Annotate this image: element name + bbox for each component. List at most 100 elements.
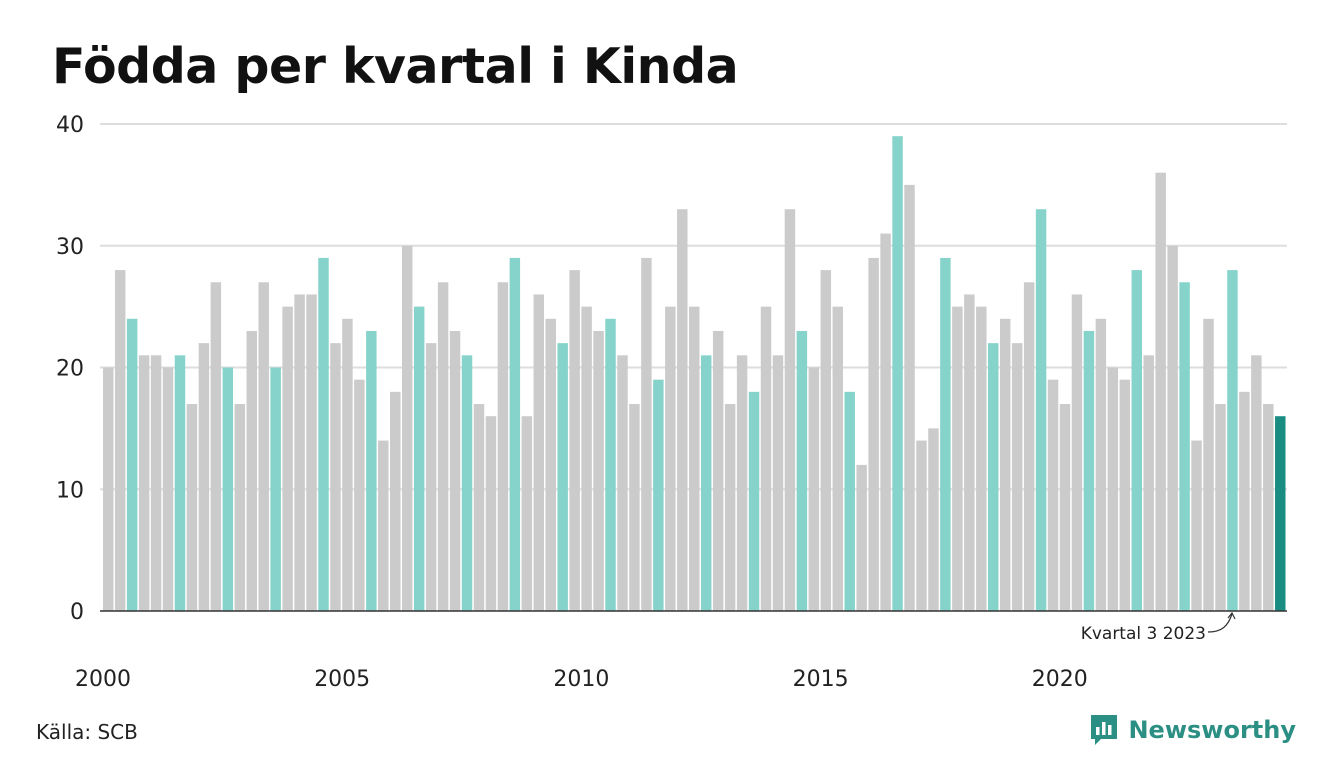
chart-title: Födda per kvartal i Kinda xyxy=(52,38,739,95)
bar xyxy=(760,306,772,612)
bar xyxy=(581,306,592,612)
bar xyxy=(306,294,317,611)
bar xyxy=(1227,270,1238,611)
bar xyxy=(868,257,879,611)
x-tick-label: 2020 xyxy=(1032,667,1088,692)
bar xyxy=(952,306,963,612)
bar xyxy=(1083,330,1095,611)
bar xyxy=(509,257,521,611)
bar xyxy=(425,343,437,611)
bar xyxy=(1179,282,1190,611)
bar xyxy=(114,270,126,611)
newsworthy-logo-icon xyxy=(1091,715,1118,745)
bar xyxy=(1203,318,1214,611)
bar xyxy=(497,282,509,611)
bar xyxy=(521,416,533,611)
bar xyxy=(1131,270,1142,611)
x-tick-label: 2010 xyxy=(553,667,609,692)
bar xyxy=(856,464,867,611)
annotation-arrow xyxy=(1207,613,1233,633)
bar xyxy=(605,318,616,611)
bar xyxy=(1143,355,1154,611)
annotation-label: Kvartal 3 2023 xyxy=(1081,624,1206,644)
bar xyxy=(1047,379,1059,611)
bar xyxy=(880,233,891,611)
bar xyxy=(712,330,724,611)
bar xyxy=(689,306,700,612)
bar xyxy=(653,379,664,611)
bar xyxy=(103,367,114,611)
bar xyxy=(1059,404,1071,611)
bar xyxy=(1251,355,1262,611)
annotation-arrowhead xyxy=(1227,611,1236,620)
y-tick-labels: 0 10 20 30 40 xyxy=(56,113,84,625)
bar xyxy=(1215,404,1226,611)
bar xyxy=(270,367,281,611)
bar xyxy=(258,282,269,611)
x-tick-labels: 2000 2005 2010 2015 2020 xyxy=(75,667,1088,692)
bar xyxy=(916,440,927,611)
bar xyxy=(354,379,365,611)
bar xyxy=(892,136,903,611)
bar xyxy=(1107,367,1119,611)
bar xyxy=(1155,172,1166,611)
bar xyxy=(724,404,736,611)
bar xyxy=(437,282,449,611)
annotation: Kvartal 3 2023 xyxy=(1081,611,1236,644)
bar xyxy=(461,355,473,611)
bars xyxy=(103,136,1286,612)
bar xyxy=(569,270,580,611)
y-tick-label: 30 xyxy=(56,235,84,260)
bar xyxy=(473,404,485,611)
bar xyxy=(186,404,198,611)
bar xyxy=(1167,245,1178,611)
bar xyxy=(485,416,497,611)
bar xyxy=(557,343,568,611)
brand-logo: Newsworthy xyxy=(1089,713,1296,747)
bar xyxy=(342,318,353,611)
bar xyxy=(617,355,628,611)
brand-name: Newsworthy xyxy=(1128,716,1296,744)
bar xyxy=(1011,343,1023,611)
bar xyxy=(1035,209,1047,612)
bar xyxy=(162,367,174,611)
bar xyxy=(222,367,234,611)
bar xyxy=(198,343,210,611)
bar xyxy=(1119,379,1131,611)
bar xyxy=(234,404,246,611)
bar xyxy=(449,330,461,611)
bar xyxy=(988,343,999,611)
bar xyxy=(1095,318,1107,611)
bar xyxy=(1263,404,1274,611)
y-tick-label: 20 xyxy=(56,357,84,382)
bar xyxy=(629,404,640,611)
bar xyxy=(999,318,1011,611)
bar xyxy=(700,355,712,611)
y-tick-label: 40 xyxy=(56,113,84,138)
bar xyxy=(366,330,377,611)
bar xyxy=(772,355,784,611)
bar xyxy=(318,257,329,611)
bar xyxy=(246,330,257,611)
bar xyxy=(820,270,832,611)
bar xyxy=(808,367,820,611)
bar xyxy=(832,306,843,612)
bar xyxy=(330,343,341,611)
source-note: Källa: SCB xyxy=(36,720,138,744)
bar xyxy=(904,184,915,612)
bar xyxy=(1239,391,1250,611)
bar xyxy=(282,306,293,612)
bar xyxy=(390,391,401,611)
bar xyxy=(150,355,162,611)
bar xyxy=(796,330,808,611)
bar xyxy=(784,209,796,612)
bar xyxy=(533,294,545,611)
y-tick-label: 10 xyxy=(56,478,84,503)
bar xyxy=(138,355,150,611)
bar xyxy=(294,294,305,611)
x-tick-label: 2015 xyxy=(793,667,849,692)
bar xyxy=(940,257,951,611)
bar xyxy=(928,428,939,612)
bar xyxy=(401,245,413,611)
bar xyxy=(677,209,688,612)
